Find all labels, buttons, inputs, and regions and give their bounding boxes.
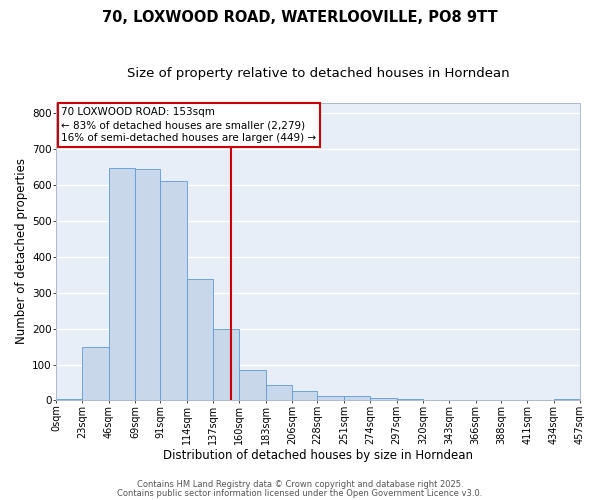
Bar	[317, 396, 344, 400]
Bar	[109, 168, 135, 400]
Bar	[370, 398, 397, 400]
X-axis label: Distribution of detached houses by size in Horndean: Distribution of detached houses by size …	[163, 450, 473, 462]
Text: 70, LOXWOOD ROAD, WATERLOOVILLE, PO8 9TT: 70, LOXWOOD ROAD, WATERLOOVILLE, PO8 9TT	[102, 10, 498, 25]
Text: Contains public sector information licensed under the Open Government Licence v3: Contains public sector information licen…	[118, 488, 482, 498]
Bar	[82, 348, 109, 401]
Bar	[135, 169, 160, 400]
Bar	[344, 396, 370, 400]
Bar	[160, 181, 187, 400]
Y-axis label: Number of detached properties: Number of detached properties	[15, 158, 28, 344]
Bar	[239, 370, 266, 400]
Bar	[292, 390, 317, 400]
Bar	[213, 329, 239, 400]
Title: Size of property relative to detached houses in Horndean: Size of property relative to detached ho…	[127, 68, 509, 80]
Text: Contains HM Land Registry data © Crown copyright and database right 2025.: Contains HM Land Registry data © Crown c…	[137, 480, 463, 489]
Bar	[56, 398, 82, 400]
Bar	[187, 279, 213, 400]
Text: 70 LOXWOOD ROAD: 153sqm
← 83% of detached houses are smaller (2,279)
16% of semi: 70 LOXWOOD ROAD: 153sqm ← 83% of detache…	[61, 107, 316, 144]
Bar	[266, 386, 292, 400]
